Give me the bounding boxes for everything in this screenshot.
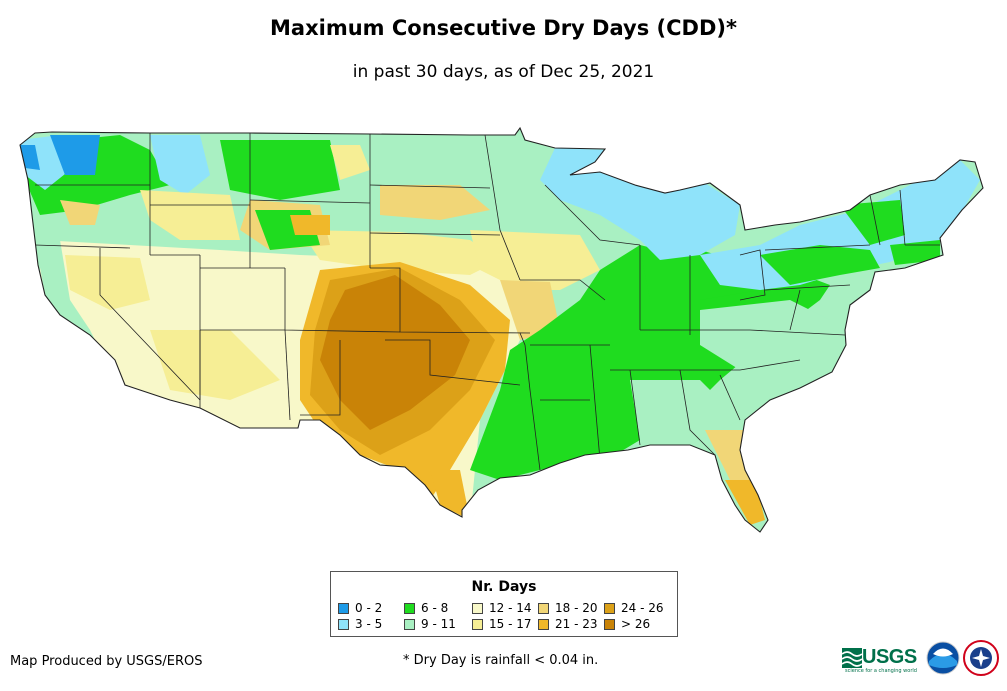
map-legend: Nr. Days 0 - 2 3 - 5 6 - 8 9 - 11 12 - 1… (330, 571, 678, 637)
usgs-tagline: science for a changing world (845, 668, 917, 674)
usgs-wave-icon (842, 648, 862, 668)
noaa-logo-icon (926, 641, 960, 675)
legend-swatch (404, 619, 415, 630)
cdd-raster (20, 128, 983, 532)
legend-swatch (472, 619, 483, 630)
map-subtitle: in past 30 days, as of Dec 25, 2021 (352, 62, 655, 82)
map-title: Maximum Consecutive Dry Days (CDD)* (270, 16, 737, 40)
legend-item-12-14: 12 - 14 (472, 602, 532, 615)
legend-title: Nr. Days (471, 579, 537, 595)
legend-swatch (404, 603, 415, 614)
nws-logo-icon (963, 640, 999, 676)
legend-item-24-26: 24 - 26 (604, 602, 664, 615)
state-boundaries (34, 133, 940, 471)
legend-item-18-20: 18 - 20 (538, 602, 598, 615)
legend-item-gt-26: > 26 (604, 618, 650, 631)
legend-item-6-8: 6 - 8 (404, 602, 448, 615)
dry-day-footnote: * Dry Day is rainfall < 0.04 in. (403, 653, 599, 668)
legend-item-21-23: 21 - 23 (538, 618, 598, 631)
legend-swatch (538, 619, 549, 630)
legend-swatch (604, 619, 615, 630)
legend-item-9-11: 9 - 11 (404, 618, 456, 631)
legend-item-0-2: 0 - 2 (338, 602, 382, 615)
legend-swatch (338, 619, 349, 630)
producer-credit: Map Produced by USGS/EROS (10, 654, 203, 669)
usgs-logo: USGS (862, 646, 917, 668)
legend-swatch (472, 603, 483, 614)
legend-item-15-17: 15 - 17 (472, 618, 532, 631)
legend-swatch (604, 603, 615, 614)
legend-swatch (338, 603, 349, 614)
legend-swatch (538, 603, 549, 614)
agency-logos: USGS science for a changing world (842, 640, 1002, 676)
legend-item-3-5: 3 - 5 (338, 618, 382, 631)
